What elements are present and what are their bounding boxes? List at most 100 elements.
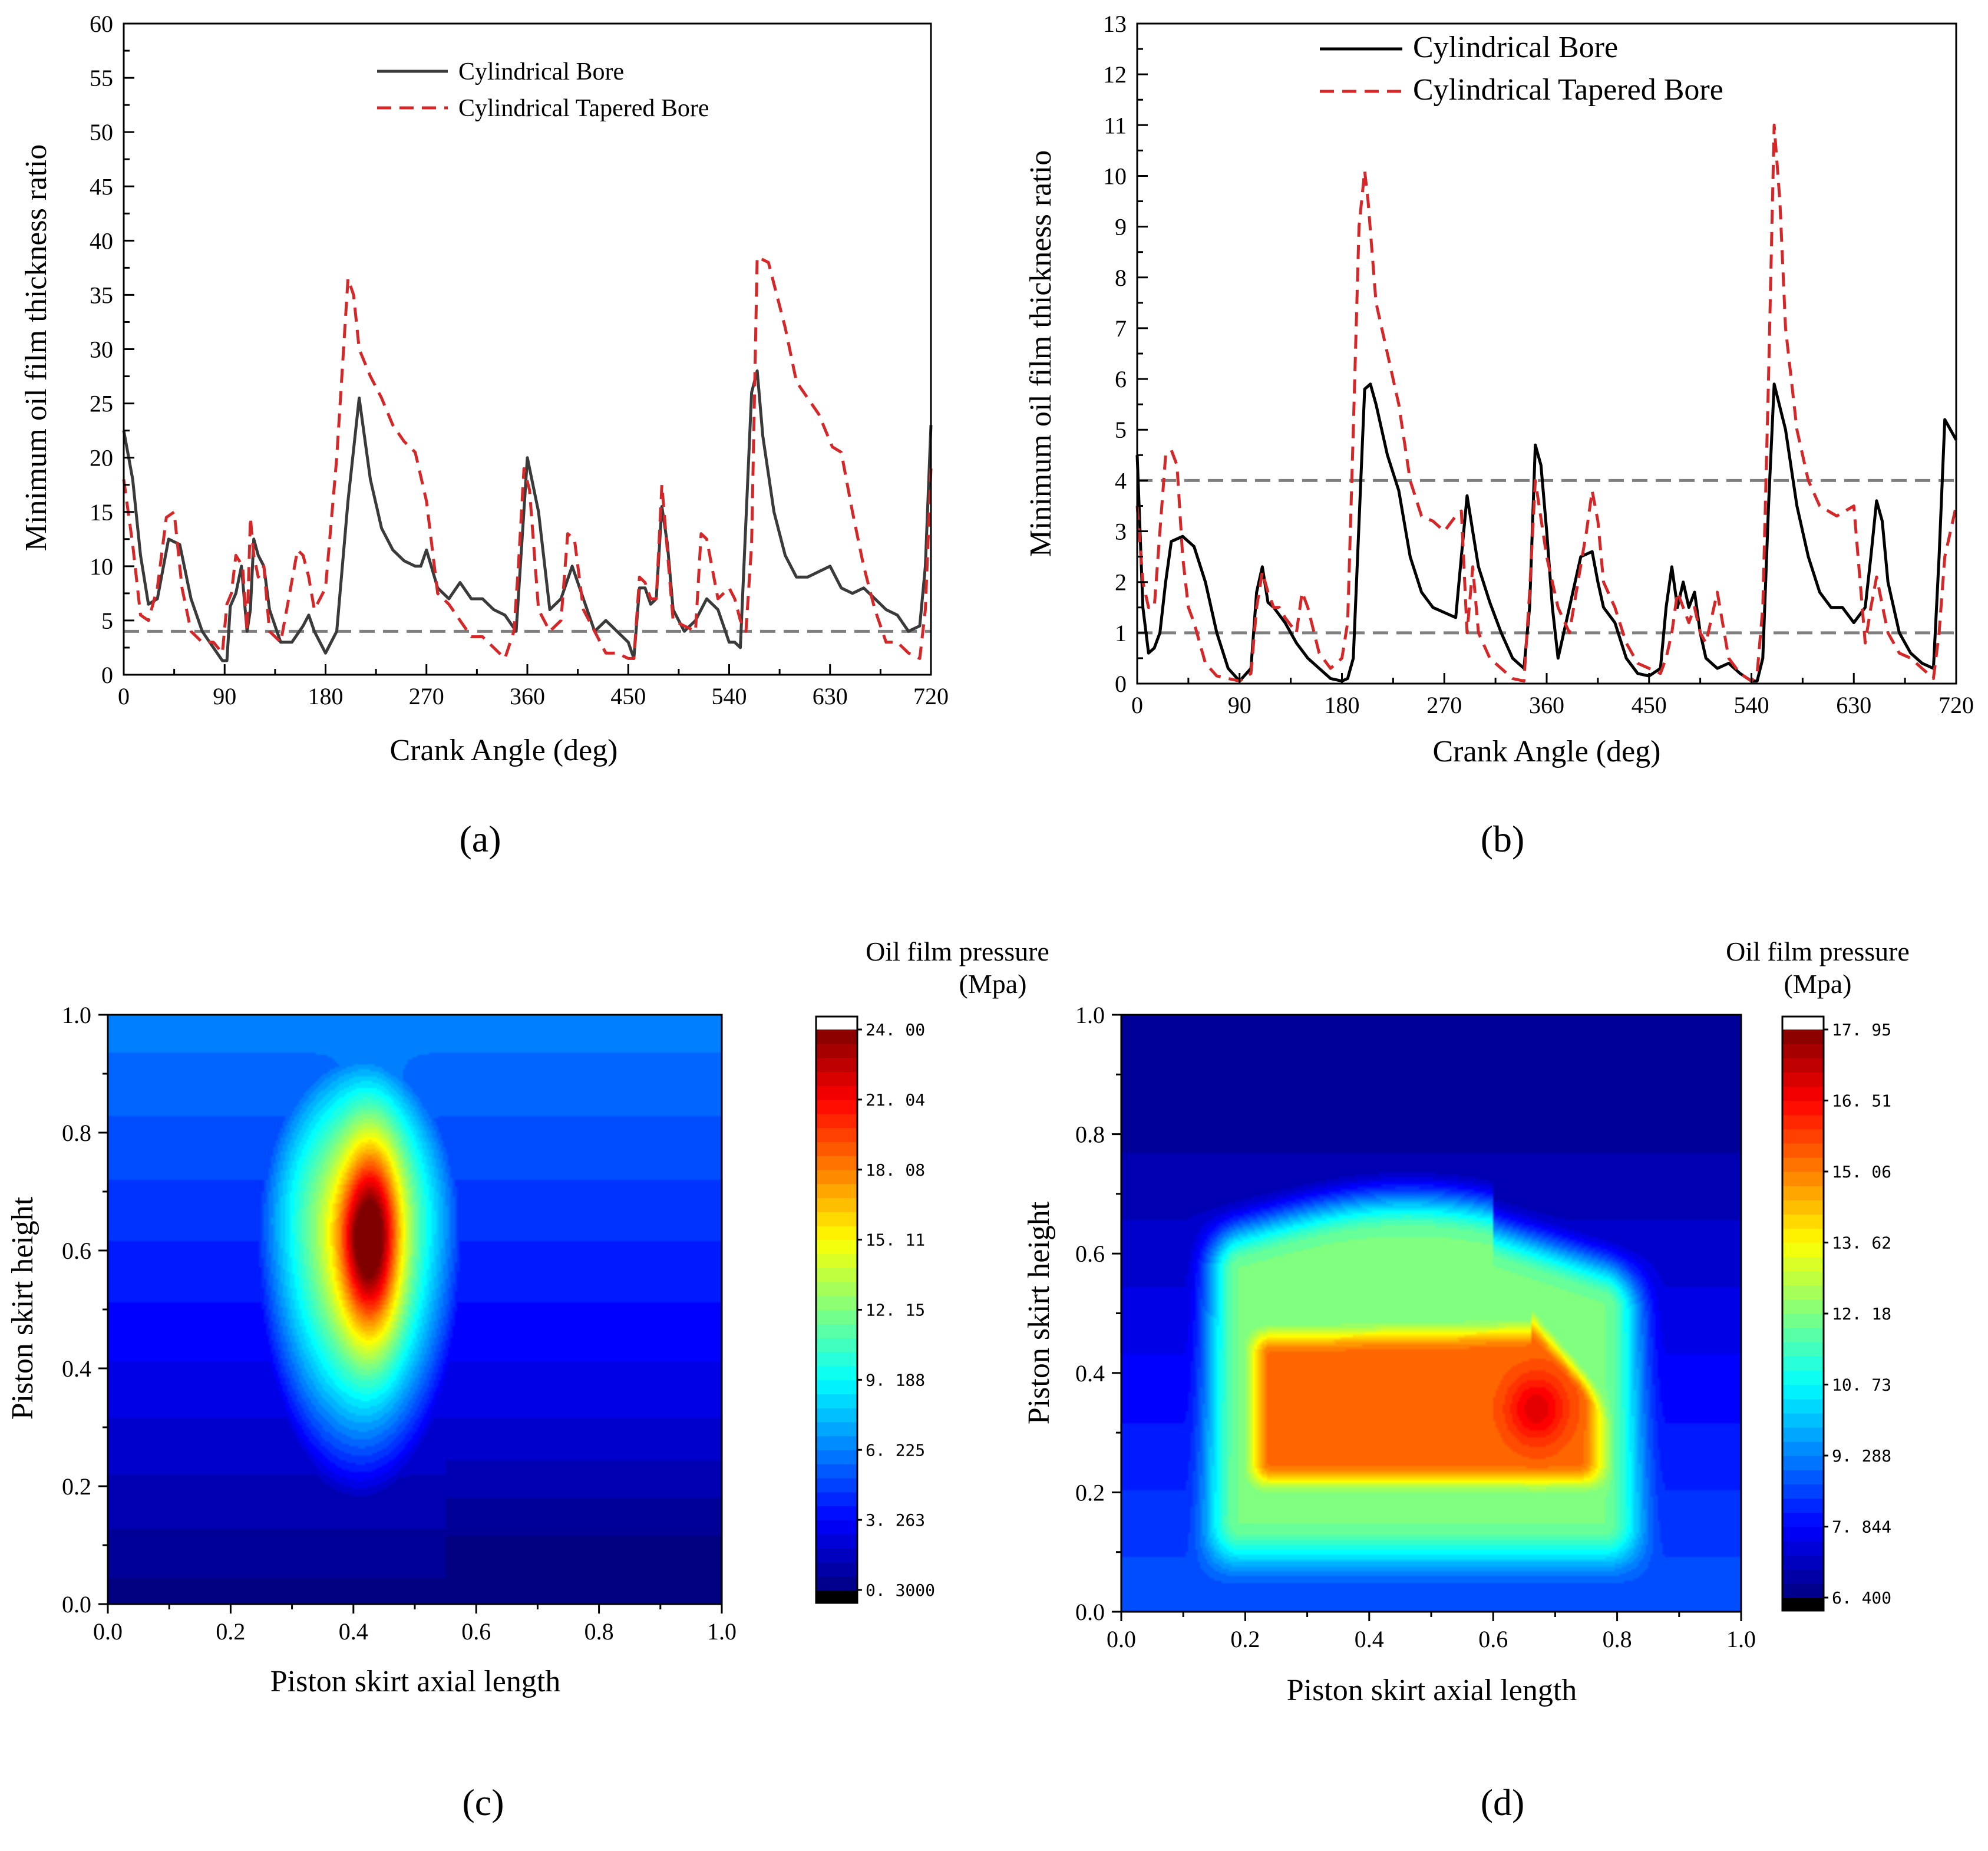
b-x-axis-title: Crank Angle (deg) [1432, 735, 1660, 768]
b-reference-lines [1137, 479, 1956, 635]
c-colorbar-step [816, 1141, 857, 1156]
b-x-tick-label: 540 [1734, 692, 1769, 718]
c-colorbar-step [816, 1309, 857, 1325]
c-colorbar-title: Oil film pressure [866, 936, 1049, 966]
d-colorbar-step [1782, 1044, 1824, 1058]
c-colorbar-step [816, 1533, 857, 1549]
c-colorbar-label: 0. 3000 [866, 1581, 935, 1600]
a-ticks: 0 90 180 270 360 450 540 630 720 0 5 10 15 20 25 30 35 40… [90, 11, 949, 710]
a-y-tick-label: 5 [101, 608, 113, 634]
c-y-tick-label: 0.4 [62, 1355, 91, 1382]
d-x-tick-label: 0.6 [1478, 1626, 1508, 1652]
a-y-tick-label: 0 [101, 662, 113, 688]
a-x-axis-title: Crank Angle (deg) [389, 734, 617, 767]
d-colorbar-step [1782, 1526, 1824, 1542]
d-y-tick-label: 0.6 [1075, 1240, 1105, 1267]
b-x-tick-label: 180 [1325, 692, 1360, 718]
d-colorbar-step [1782, 1271, 1824, 1286]
a-y-axis-title: Minimum oil film thickness ratio [19, 144, 53, 551]
d-colorbar-label: 7. 844 [1832, 1517, 1891, 1537]
c-colorbar-step [816, 1057, 857, 1073]
d-colorbar-step [1782, 1172, 1824, 1186]
c-colorbar-step [816, 1169, 857, 1184]
a-y-tick-label: 40 [90, 227, 113, 254]
c-colorbar-label: 12. 15 [866, 1301, 925, 1320]
c-colorbar-step [816, 1212, 857, 1226]
c-colorbar-step [816, 1127, 857, 1142]
c-colorbar-step [816, 1380, 857, 1394]
d-colorbar-step [1782, 1328, 1824, 1342]
c-colorbar-step [816, 1030, 857, 1044]
c-colorbar-step [816, 1407, 857, 1423]
a-legend: Cylindrical Bore Cylindrical Tapered Bor… [377, 58, 709, 122]
c-ticks: 0.0 0.2 0.4 0.6 0.8 1.0 0.0 0.2 0.4 0.6 0.8 1.0 [62, 1002, 737, 1645]
a-y-tick-label: 55 [90, 65, 113, 91]
c-colorbar-label: 9. 188 [866, 1370, 925, 1390]
d-x-tick-label: 0.4 [1355, 1626, 1384, 1652]
d-colorbar-label: 17. 95 [1832, 1020, 1891, 1040]
d-colorbar-step [1782, 1186, 1824, 1200]
c-y-tick-label: 0.0 [62, 1591, 91, 1618]
b-legend: Cylindrical Bore Cylindrical Tapered Bor… [1320, 31, 1723, 107]
b-legend-label-tapered-bore: Cylindrical Tapered Bore [1413, 73, 1723, 107]
d-colorbar-under-cap [1782, 1598, 1824, 1611]
a-legend-label-cylindrical-bore: Cylindrical Bore [458, 58, 624, 85]
b-y-tick-label: 13 [1103, 11, 1127, 37]
a-x-tick-label: 630 [813, 683, 848, 710]
c-heatmap-image [108, 1015, 722, 1604]
panel-b: 0 90 180 270 360 450 540 630 7200123456789101112… [1024, 11, 1974, 860]
c-colorbar: 0. 3000 3. 263 6. 225 9. 188 12. 15 15. 11 18.… [815, 1015, 935, 1604]
d-colorbar-label: 16. 51 [1832, 1091, 1891, 1111]
c-colorbar-label: 18. 08 [866, 1160, 925, 1180]
b-y-tick-label: 6 [1115, 366, 1127, 392]
a-y-tick-label: 10 [90, 553, 113, 580]
b-x-tick-label: 450 [1632, 692, 1667, 718]
a-x-tick-label: 540 [712, 683, 747, 710]
b-legend-label-cylindrical-bore: Cylindrical Bore [1413, 31, 1618, 64]
d-colorbar-step [1782, 1228, 1824, 1243]
d-colorbar: 6. 400 7. 844 9. 288 10. 73 12. 18 13. 62 15. … [1781, 1015, 1891, 1612]
d-colorbar-step [1782, 1384, 1824, 1400]
d-colorbar-step [1782, 1356, 1824, 1371]
d-colorbar-step [1782, 1540, 1824, 1556]
c-colorbar-step [816, 1155, 857, 1170]
b-panel-label: (b) [1481, 818, 1525, 860]
b-series-group [1135, 123, 1958, 683]
d-y-tick-label: 0.2 [1075, 1479, 1105, 1506]
b-y-tick-label: 8 [1115, 265, 1127, 291]
c-colorbar-step [816, 1113, 857, 1129]
d-x-tick-label: 0.8 [1603, 1626, 1632, 1652]
b-x-tick-label: 90 [1228, 692, 1251, 718]
c-colorbar-label: 3. 263 [866, 1510, 925, 1530]
b-ticks: 0 90 180 270 360 450 540 630 7200123456789101112… [1103, 11, 1974, 718]
b-y-tick-label: 2 [1115, 569, 1127, 596]
c-colorbar-step [816, 1253, 857, 1268]
d-x-axis-title: Piston skirt axial length [1287, 1674, 1577, 1707]
a-y-tick-label: 50 [90, 119, 113, 146]
a-series-line-tapered-bore [122, 255, 933, 660]
d-colorbar-step [1782, 1413, 1824, 1428]
c-colorbar-step [816, 1421, 857, 1437]
c-colorbar-step [816, 1450, 857, 1464]
c-colorbar-step [816, 1099, 857, 1114]
c-colorbar-label: 24. 00 [866, 1020, 925, 1040]
b-y-tick-label: 10 [1103, 163, 1127, 189]
d-colorbar-step [1782, 1200, 1824, 1215]
d-colorbar-step [1782, 1456, 1824, 1470]
c-colorbar-label: 21. 04 [866, 1090, 925, 1110]
d-colorbar-step [1782, 1214, 1824, 1229]
c-x-tick-label: 0.4 [339, 1618, 368, 1645]
c-colorbar-step [816, 1324, 857, 1338]
a-x-tick-label: 0 [118, 683, 130, 710]
d-colorbar-step [1782, 1441, 1824, 1456]
c-y-axis-title: Piston skirt height [6, 1196, 39, 1420]
d-colorbar-step [1782, 1114, 1824, 1130]
d-colorbar-unit: (Mpa) [1784, 969, 1852, 999]
a-y-tick-label: 25 [90, 391, 113, 417]
c-colorbar-step [816, 1548, 857, 1563]
d-colorbar-step [1782, 1058, 1824, 1073]
d-y-tick-label: 0.0 [1075, 1599, 1105, 1625]
d-colorbar-step [1782, 1086, 1824, 1101]
c-x-tick-label: 0.2 [216, 1618, 245, 1645]
c-colorbar-label: 15. 11 [866, 1230, 925, 1250]
